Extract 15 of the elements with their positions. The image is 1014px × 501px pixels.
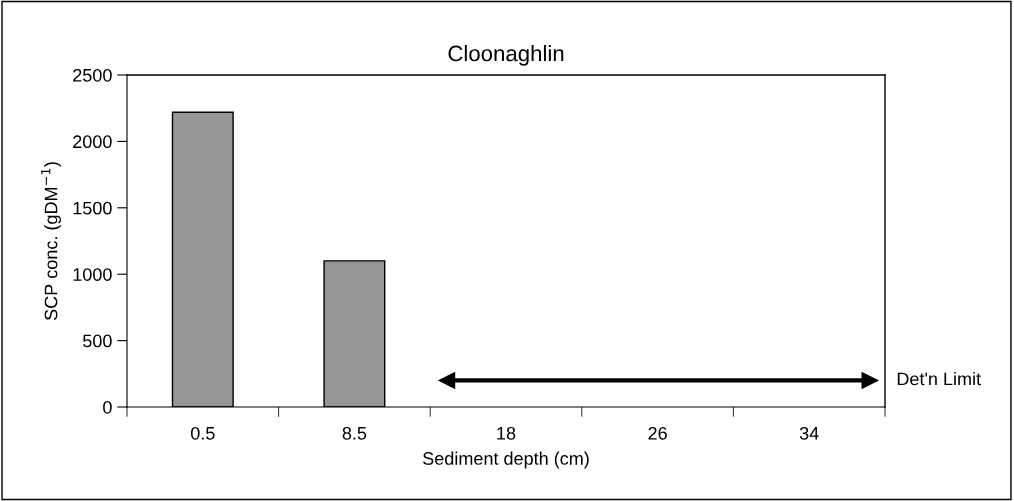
x-tick-label: 26 (648, 426, 667, 440)
y-tick-label: 2000 (73, 135, 112, 149)
x-tick-label: 0.5 (190, 426, 215, 440)
x-tick-label: 8.5 (342, 426, 367, 440)
ref-line-label: Det'n Limit (897, 372, 981, 386)
x-tick-label: 34 (799, 426, 819, 440)
y-axis-title: SCP conc. (gDM$^{−1}$) (41, 162, 61, 321)
x-tick-label: 18 (497, 426, 516, 440)
chart-title: Cloonaghlin (448, 45, 564, 66)
x-axis-title: Sediment depth (cm) (423, 451, 589, 469)
y-tick-label: 1500 (73, 201, 112, 215)
y-tick-label: 0 (103, 400, 112, 414)
y-tick-label: 2500 (73, 68, 112, 82)
y-tick-label: 1000 (73, 268, 112, 281)
y-tick-label: 500 (83, 334, 112, 348)
